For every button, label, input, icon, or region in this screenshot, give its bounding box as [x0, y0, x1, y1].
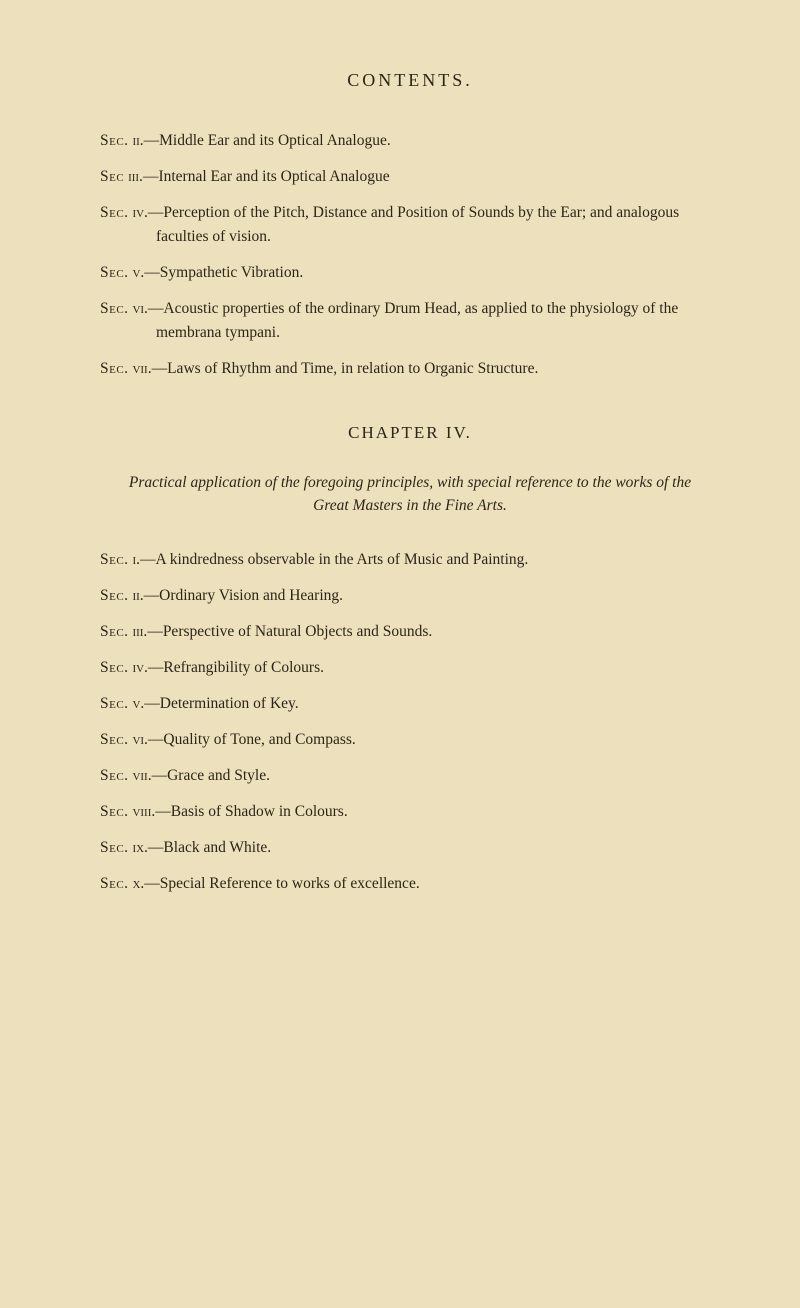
contents-entry: Sec. ii.—Ordinary Vision and Hearing. [100, 584, 720, 608]
sec-text: —Perception of the Pitch, Distance and P… [148, 204, 679, 245]
sec-label: Sec [100, 168, 124, 185]
sec-number: ii. [132, 587, 143, 604]
contents-entry: Sec. vi.—Acoustic properties of the ordi… [100, 297, 720, 345]
sec-number: vii. [132, 360, 151, 377]
sec-text: —Grace and Style. [152, 767, 270, 784]
sec-label: Sec. [100, 839, 129, 856]
sec-text: —Special Reference to works of excellenc… [144, 875, 419, 892]
sec-text: —Black and White. [148, 839, 271, 856]
chapter-subtitle: Practical application of the foregoing p… [100, 471, 720, 518]
contents-entry: Sec. v.—Determination of Key. [100, 692, 720, 716]
contents-entry: Sec. iii.—Perspective of Natural Objects… [100, 620, 720, 644]
contents-entry: Sec. v.—Sympathetic Vibration. [100, 261, 720, 285]
chapter-title: CHAPTER IV. [100, 423, 720, 443]
contents-entry: Sec. vii.—Laws of Rhythm and Time, in re… [100, 357, 720, 381]
sec-number: iv. [132, 659, 147, 676]
sec-number: ii. [132, 132, 143, 149]
contents-entry: Sec. iv.—Perception of the Pitch, Distan… [100, 201, 720, 249]
sec-label: Sec. [100, 360, 129, 377]
sec-label: Sec. [100, 300, 129, 317]
sec-number: iii. [128, 168, 143, 185]
sec-text: —A kindredness observable in the Arts of… [140, 551, 528, 568]
sec-number: vi. [132, 300, 147, 317]
sec-number: v. [132, 264, 144, 281]
sec-text: —Internal Ear and its Optical Analogue [143, 168, 390, 185]
sec-label: Sec. [100, 875, 129, 892]
sec-text: —Sympathetic Vibration. [144, 264, 303, 281]
sec-label: Sec. [100, 659, 129, 676]
contents-entry: Sec. viii.—Basis of Shadow in Colours. [100, 800, 720, 824]
contents-block-2: Sec. i.—A kindredness observable in the … [100, 548, 720, 896]
contents-entry: Sec. i.—A kindredness observable in the … [100, 548, 720, 572]
sec-label: Sec. [100, 551, 129, 568]
sec-number: iii. [132, 623, 147, 640]
contents-entry: Sec. ii.—Middle Ear and its Optical Anal… [100, 129, 720, 153]
sec-text: —Perspective of Natural Objects and Soun… [147, 623, 432, 640]
sec-label: Sec. [100, 132, 129, 149]
sec-number: x. [132, 875, 144, 892]
sec-number: i. [132, 551, 140, 568]
contents-entry: Sec. x.—Special Reference to works of ex… [100, 872, 720, 896]
sec-text: —Basis of Shadow in Colours. [155, 803, 347, 820]
sec-text: —Determination of Key. [144, 695, 298, 712]
sec-label: Sec. [100, 803, 129, 820]
sec-number: vi. [132, 731, 147, 748]
contents-entry: Sec. vii.—Grace and Style. [100, 764, 720, 788]
contents-entry: Sec. ix.—Black and White. [100, 836, 720, 860]
contents-entry: Sec. iv.—Refrangibility of Colours. [100, 656, 720, 680]
sec-label: Sec. [100, 695, 129, 712]
sec-number: v. [132, 695, 144, 712]
sec-number: viii. [132, 803, 155, 820]
page-title: CONTENTS. [100, 70, 720, 91]
sec-label: Sec. [100, 204, 129, 221]
contents-entry: Sec iii.—Internal Ear and its Optical An… [100, 165, 720, 189]
sec-number: ix. [132, 839, 147, 856]
sec-number: vii. [132, 767, 151, 784]
sec-label: Sec. [100, 587, 129, 604]
sec-text: —Acoustic properties of the ordinary Dru… [148, 300, 678, 341]
contents-block-1: Sec. ii.—Middle Ear and its Optical Anal… [100, 129, 720, 381]
sec-label: Sec. [100, 767, 129, 784]
sec-label: Sec. [100, 264, 129, 281]
sec-label: Sec. [100, 623, 129, 640]
sec-text: —Laws of Rhythm and Time, in relation to… [152, 360, 539, 377]
sec-text: —Quality of Tone, and Compass. [148, 731, 356, 748]
sec-text: —Refrangibility of Colours. [148, 659, 324, 676]
sec-label: Sec. [100, 731, 129, 748]
contents-entry: Sec. vi.—Quality of Tone, and Compass. [100, 728, 720, 752]
sec-text: —Ordinary Vision and Hearing. [144, 587, 343, 604]
sec-text: —Middle Ear and its Optical Analogue. [144, 132, 391, 149]
sec-number: iv. [132, 204, 147, 221]
